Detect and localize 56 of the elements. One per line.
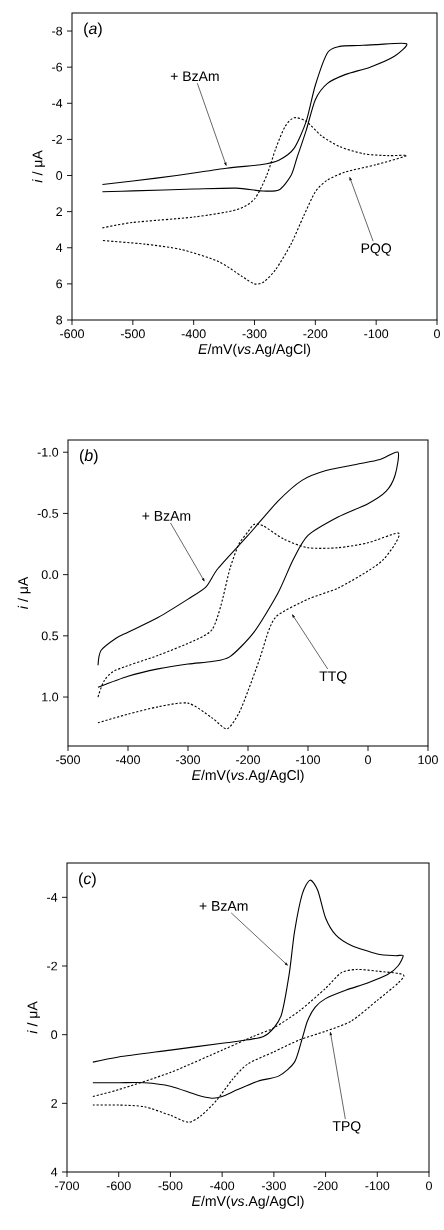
x-tick-label: -600 [106,1181,131,1191]
y-tick-label: 0.5 [41,631,59,641]
y-tick-label: 8 [56,315,63,325]
y-tick-label: 2 [51,1098,57,1108]
y-tick-label: 4 [55,243,63,253]
y-tick-label: 6 [56,279,63,289]
text: (c) [79,872,96,888]
y-tick-label: -1.0 [37,447,59,457]
x-tick-label: -500 [120,329,145,339]
x-tick-label: 0 [426,1181,432,1191]
x-axis-title: E/mV(vs.Ag/AgCl) [198,343,311,357]
text: + BzAm [170,71,219,82]
y-tick-label: -6 [52,62,63,72]
x-tick-label: -600 [60,329,85,339]
y-tick-label: -4 [47,893,58,902]
text: (b) [79,449,98,465]
text: TTQ [319,671,347,684]
x-axis-title: E/mV(vs.Ag/AgCl) [191,769,304,783]
y-axis-title: i / μA [27,1001,40,1034]
y-tick-label: 4 [50,1167,58,1177]
x-tick-label: 0 [365,755,371,765]
y-tick-label: 1.0 [42,692,59,702]
text: PQQ [361,243,392,256]
x-tick-label: -300 [242,329,267,339]
x-axis-title: E/mV(vs.Ag/AgCl) [191,1195,304,1209]
text: TPQ [332,1121,361,1134]
y-tick-label: -2 [52,135,62,144]
x-tick-label: -500 [158,1181,183,1191]
text: (a) [84,22,102,38]
x-tick-label: -400 [210,1181,235,1191]
y-axis-title: i / μA [17,576,31,610]
x-tick-label: -200 [236,755,261,765]
y-tick-label: -8 [52,26,63,36]
text: + BzAm [142,511,191,521]
x-tick-label: -500 [56,755,81,765]
y-tick-label: 0.0 [41,570,59,580]
x-tick-label: -400 [116,755,141,765]
y-tick-label: -4 [52,98,63,108]
x-tick-label: -200 [313,1181,338,1191]
y-tick-label: -2 [47,961,57,971]
x-tick-label: -100 [365,1181,390,1191]
x-tick-label: -100 [364,329,389,339]
x-tick-label: -700 [55,1181,80,1191]
x-tick-label: 0 [434,329,440,339]
y-tick-label: 0 [51,1030,58,1040]
x-tick-label: -100 [296,755,321,765]
x-tick-label: -400 [181,329,206,339]
x-tick-label: -200 [303,329,328,339]
x-tick-label: 100 [418,755,438,765]
y-tick-label: 2 [56,207,62,216]
y-tick-label: 0 [56,171,63,180]
text: + BzAm [199,901,248,911]
y-axis-title: i / μA [32,150,45,183]
y-tick-label: -0.5 [37,509,59,518]
x-tick-label: -300 [261,1181,286,1191]
x-tick-label: -300 [176,755,201,765]
